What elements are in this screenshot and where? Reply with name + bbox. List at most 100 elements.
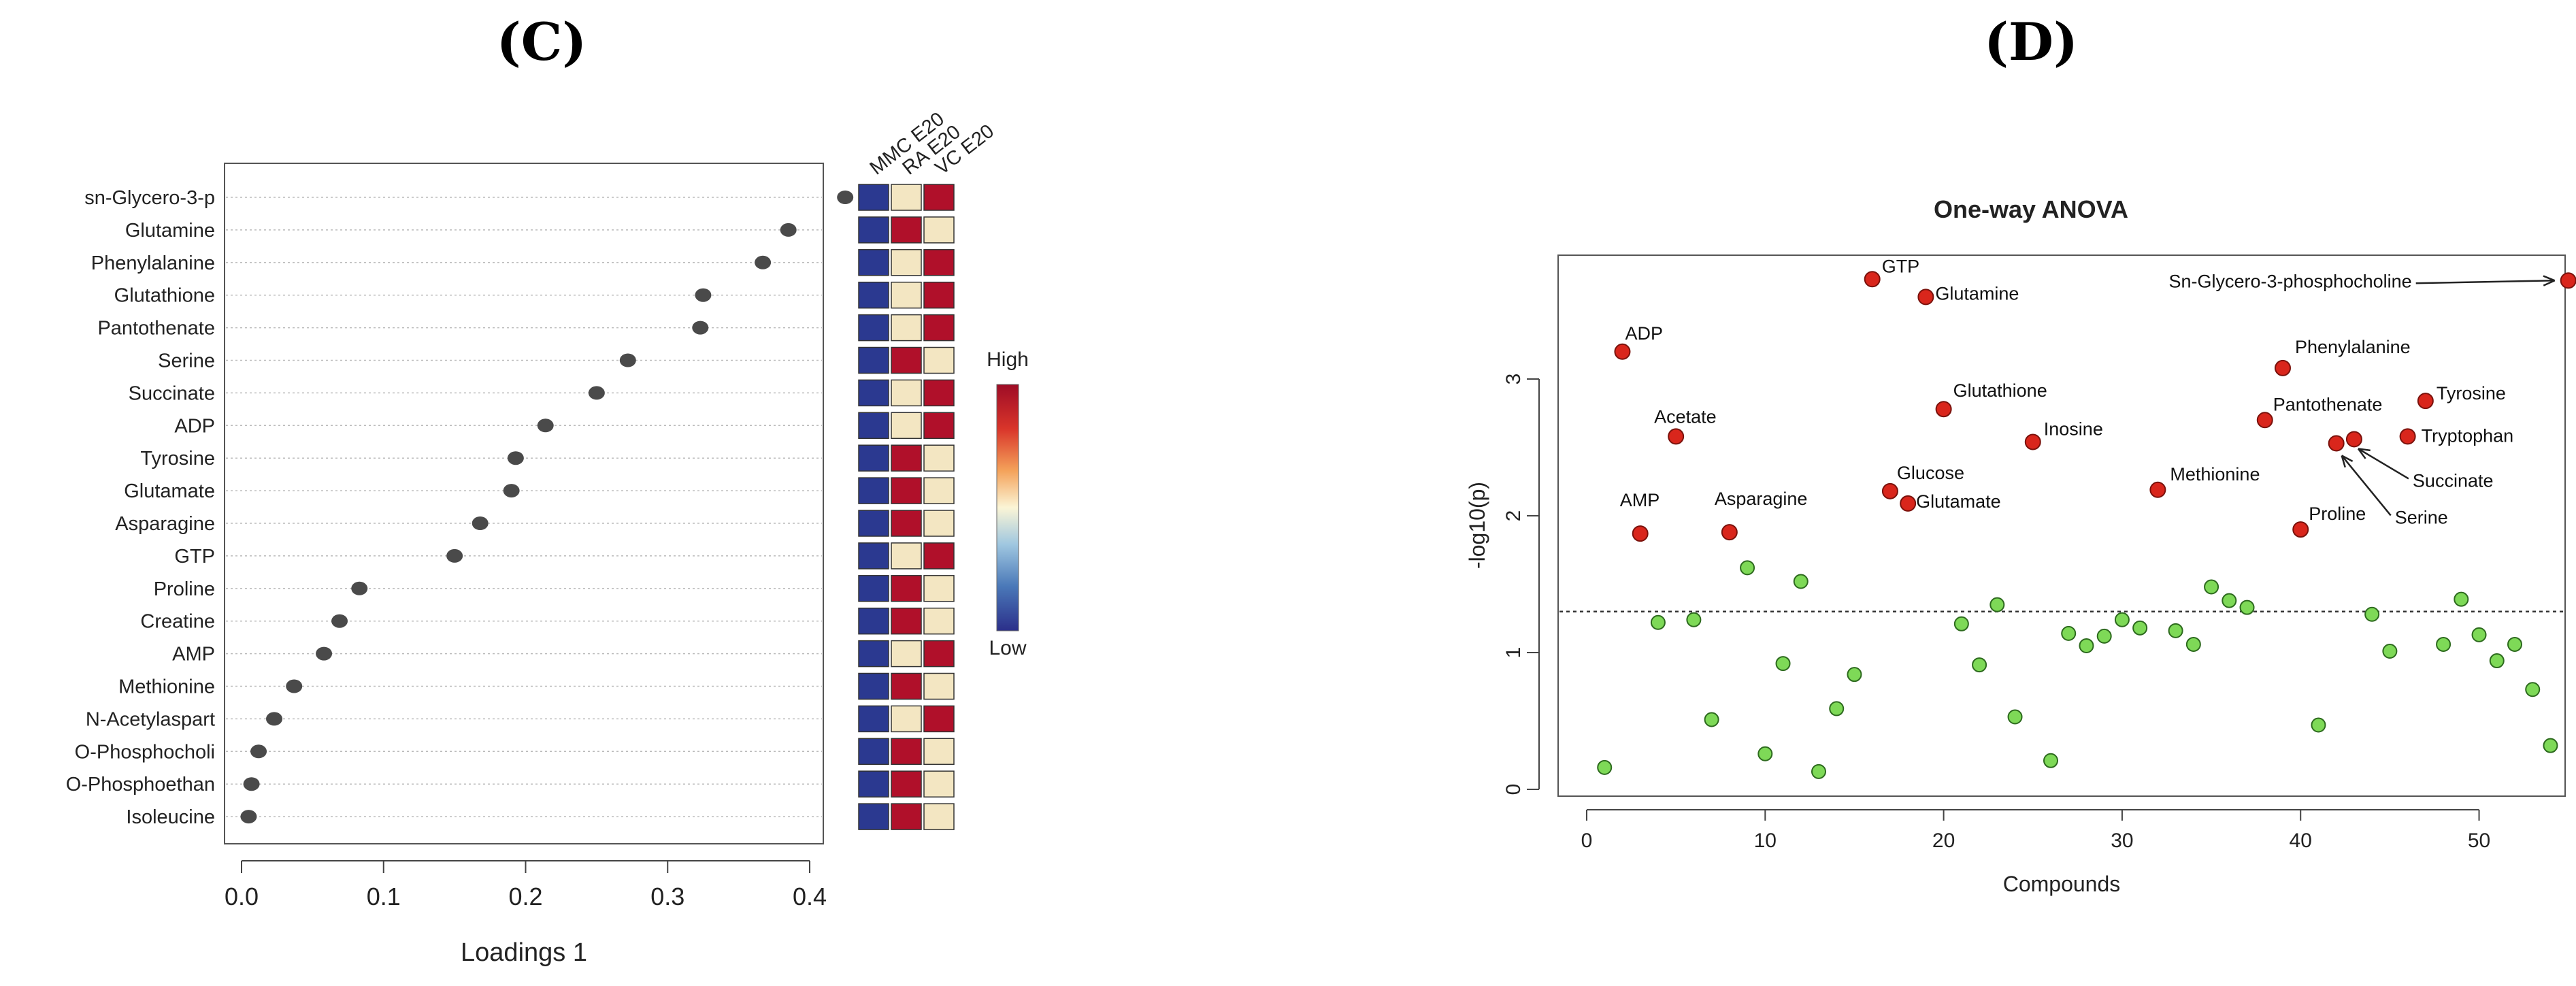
- y-tick-label: 0: [1502, 784, 1525, 795]
- heatmap-cell: [858, 510, 889, 537]
- heatmap-cell: [858, 640, 889, 668]
- category-label: Succinate: [129, 382, 215, 404]
- heatmap-cell: [891, 738, 922, 766]
- category-label: O-Phosphoethan: [66, 774, 215, 795]
- nonsignificant-point: [2204, 579, 2219, 595]
- heatmap-cell: [891, 249, 922, 276]
- heatmap-cell: [923, 770, 955, 798]
- heatmap-cell: [891, 281, 922, 309]
- point-label: Methionine: [2170, 464, 2260, 484]
- nonsignificant-point: [1953, 616, 1969, 631]
- anova-plot-frame: [1557, 254, 2566, 797]
- heatmap-cell: [923, 444, 955, 472]
- loading-dot: [316, 646, 333, 661]
- loading-dot: [351, 581, 368, 595]
- significant-point: [2328, 435, 2345, 452]
- point-label: Tyrosine: [2437, 383, 2506, 404]
- heatmap-cell: [858, 672, 889, 700]
- x-tick-label: 0.1: [367, 883, 401, 910]
- heatmap-cell: [858, 607, 889, 635]
- loading-dot: [503, 484, 520, 498]
- heatmap-cell: [858, 249, 889, 276]
- anova-y-axis-title: -log10(p): [1465, 482, 1489, 569]
- loading-dot: [331, 614, 348, 628]
- significant-point: [2256, 412, 2273, 429]
- nonsignificant-point: [1847, 667, 1862, 683]
- heatmap-cell: [923, 510, 955, 537]
- significant-point: [1614, 343, 1631, 360]
- heatmap-cell: [923, 803, 955, 830]
- significant-point: [2345, 431, 2362, 448]
- heatmap-cell: [858, 346, 889, 374]
- loadings-x-axis: 0.0 0.1 0.2 0.3 0.4: [225, 860, 827, 910]
- heatmap-color-bar: [996, 384, 1019, 631]
- heatmap-cell: [891, 379, 922, 407]
- loading-dot: [537, 418, 554, 433]
- nonsignificant-point: [1597, 759, 1613, 775]
- loadings-heatmap: [858, 184, 955, 830]
- point-label: Inosine: [2044, 418, 2103, 439]
- point-label: Proline: [2309, 504, 2366, 524]
- anova-title: One-way ANOVA: [1934, 195, 2128, 223]
- heatmap-cell: [891, 542, 922, 570]
- annotation-arrow: [2341, 455, 2392, 516]
- heatmap-cell: [891, 477, 922, 504]
- heatmap-cell: [923, 542, 955, 570]
- significant-point: [2275, 359, 2291, 376]
- legend-low-label: Low: [989, 637, 1026, 659]
- significant-point: [1632, 525, 1649, 542]
- nonsignificant-point: [2239, 599, 2255, 615]
- nonsignificant-point: [2382, 643, 2398, 659]
- x-tick-label: 40: [2290, 829, 2312, 852]
- category-label: N-Acetylaspart: [86, 708, 215, 730]
- point-label: Serine: [2395, 507, 2448, 527]
- heatmap-cell: [891, 314, 922, 342]
- point-label: Sn-Glycero-3-phosphocholine: [2168, 271, 2411, 291]
- loadings-category-labels: sn-Glycero-3-p Glutamine Phenylalanine Glut…: [66, 187, 215, 828]
- point-label: ADP: [1625, 323, 1663, 344]
- heatmap-cell: [923, 249, 955, 276]
- nonsignificant-point: [1704, 712, 1719, 727]
- category-label: ADP: [174, 415, 215, 437]
- heatmap-cell: [891, 216, 922, 244]
- nonsignificant-point: [2007, 709, 2023, 725]
- heatmap-cell: [858, 770, 889, 798]
- significant-point: [2024, 433, 2041, 450]
- point-label: Glucose: [1897, 463, 1964, 483]
- nonsignificant-point: [1829, 701, 1845, 717]
- x-tick-label: 20: [1932, 829, 1955, 852]
- nonsignificant-point: [2436, 636, 2451, 652]
- loading-dot: [250, 744, 267, 759]
- heatmap-cell: [923, 346, 955, 374]
- anova-point-labels: ADP AMP Acetate Asparagine GTP Glucose Glutama…: [1620, 256, 2556, 527]
- loading-dot: [780, 223, 797, 237]
- x-tick-label: 10: [1754, 829, 1777, 852]
- nonsignificant-point: [2454, 591, 2469, 607]
- point-label: Glutamine: [1935, 283, 2019, 303]
- heatmap-cell: [923, 314, 955, 342]
- nonsignificant-point: [2525, 682, 2541, 697]
- nonsignificant-point: [2222, 593, 2237, 608]
- x-tick-label: 0.0: [225, 883, 259, 910]
- heatmap-cell: [923, 184, 955, 211]
- heatmap-cell: [923, 640, 955, 668]
- loading-dot: [619, 353, 636, 367]
- heatmap-cell: [858, 803, 889, 830]
- x-tick-label: 0.2: [508, 883, 542, 910]
- significant-point: [1881, 482, 1898, 499]
- significant-point: [2417, 393, 2434, 410]
- nonsignificant-point: [2471, 627, 2487, 642]
- heatmap-cell: [891, 803, 922, 830]
- loading-dot: [266, 712, 283, 726]
- heatmap-cell: [891, 412, 922, 440]
- annotation-arrowhead: [2341, 455, 2354, 468]
- y-tick-label: 1: [1502, 647, 1525, 659]
- nonsignificant-point: [2364, 606, 2380, 622]
- x-tick-label: 0.3: [650, 883, 684, 910]
- category-label: Asparagine: [115, 513, 215, 535]
- category-label: Glutamate: [124, 480, 215, 502]
- heatmap-cell: [923, 216, 955, 244]
- nonsignificant-point: [2061, 625, 2077, 641]
